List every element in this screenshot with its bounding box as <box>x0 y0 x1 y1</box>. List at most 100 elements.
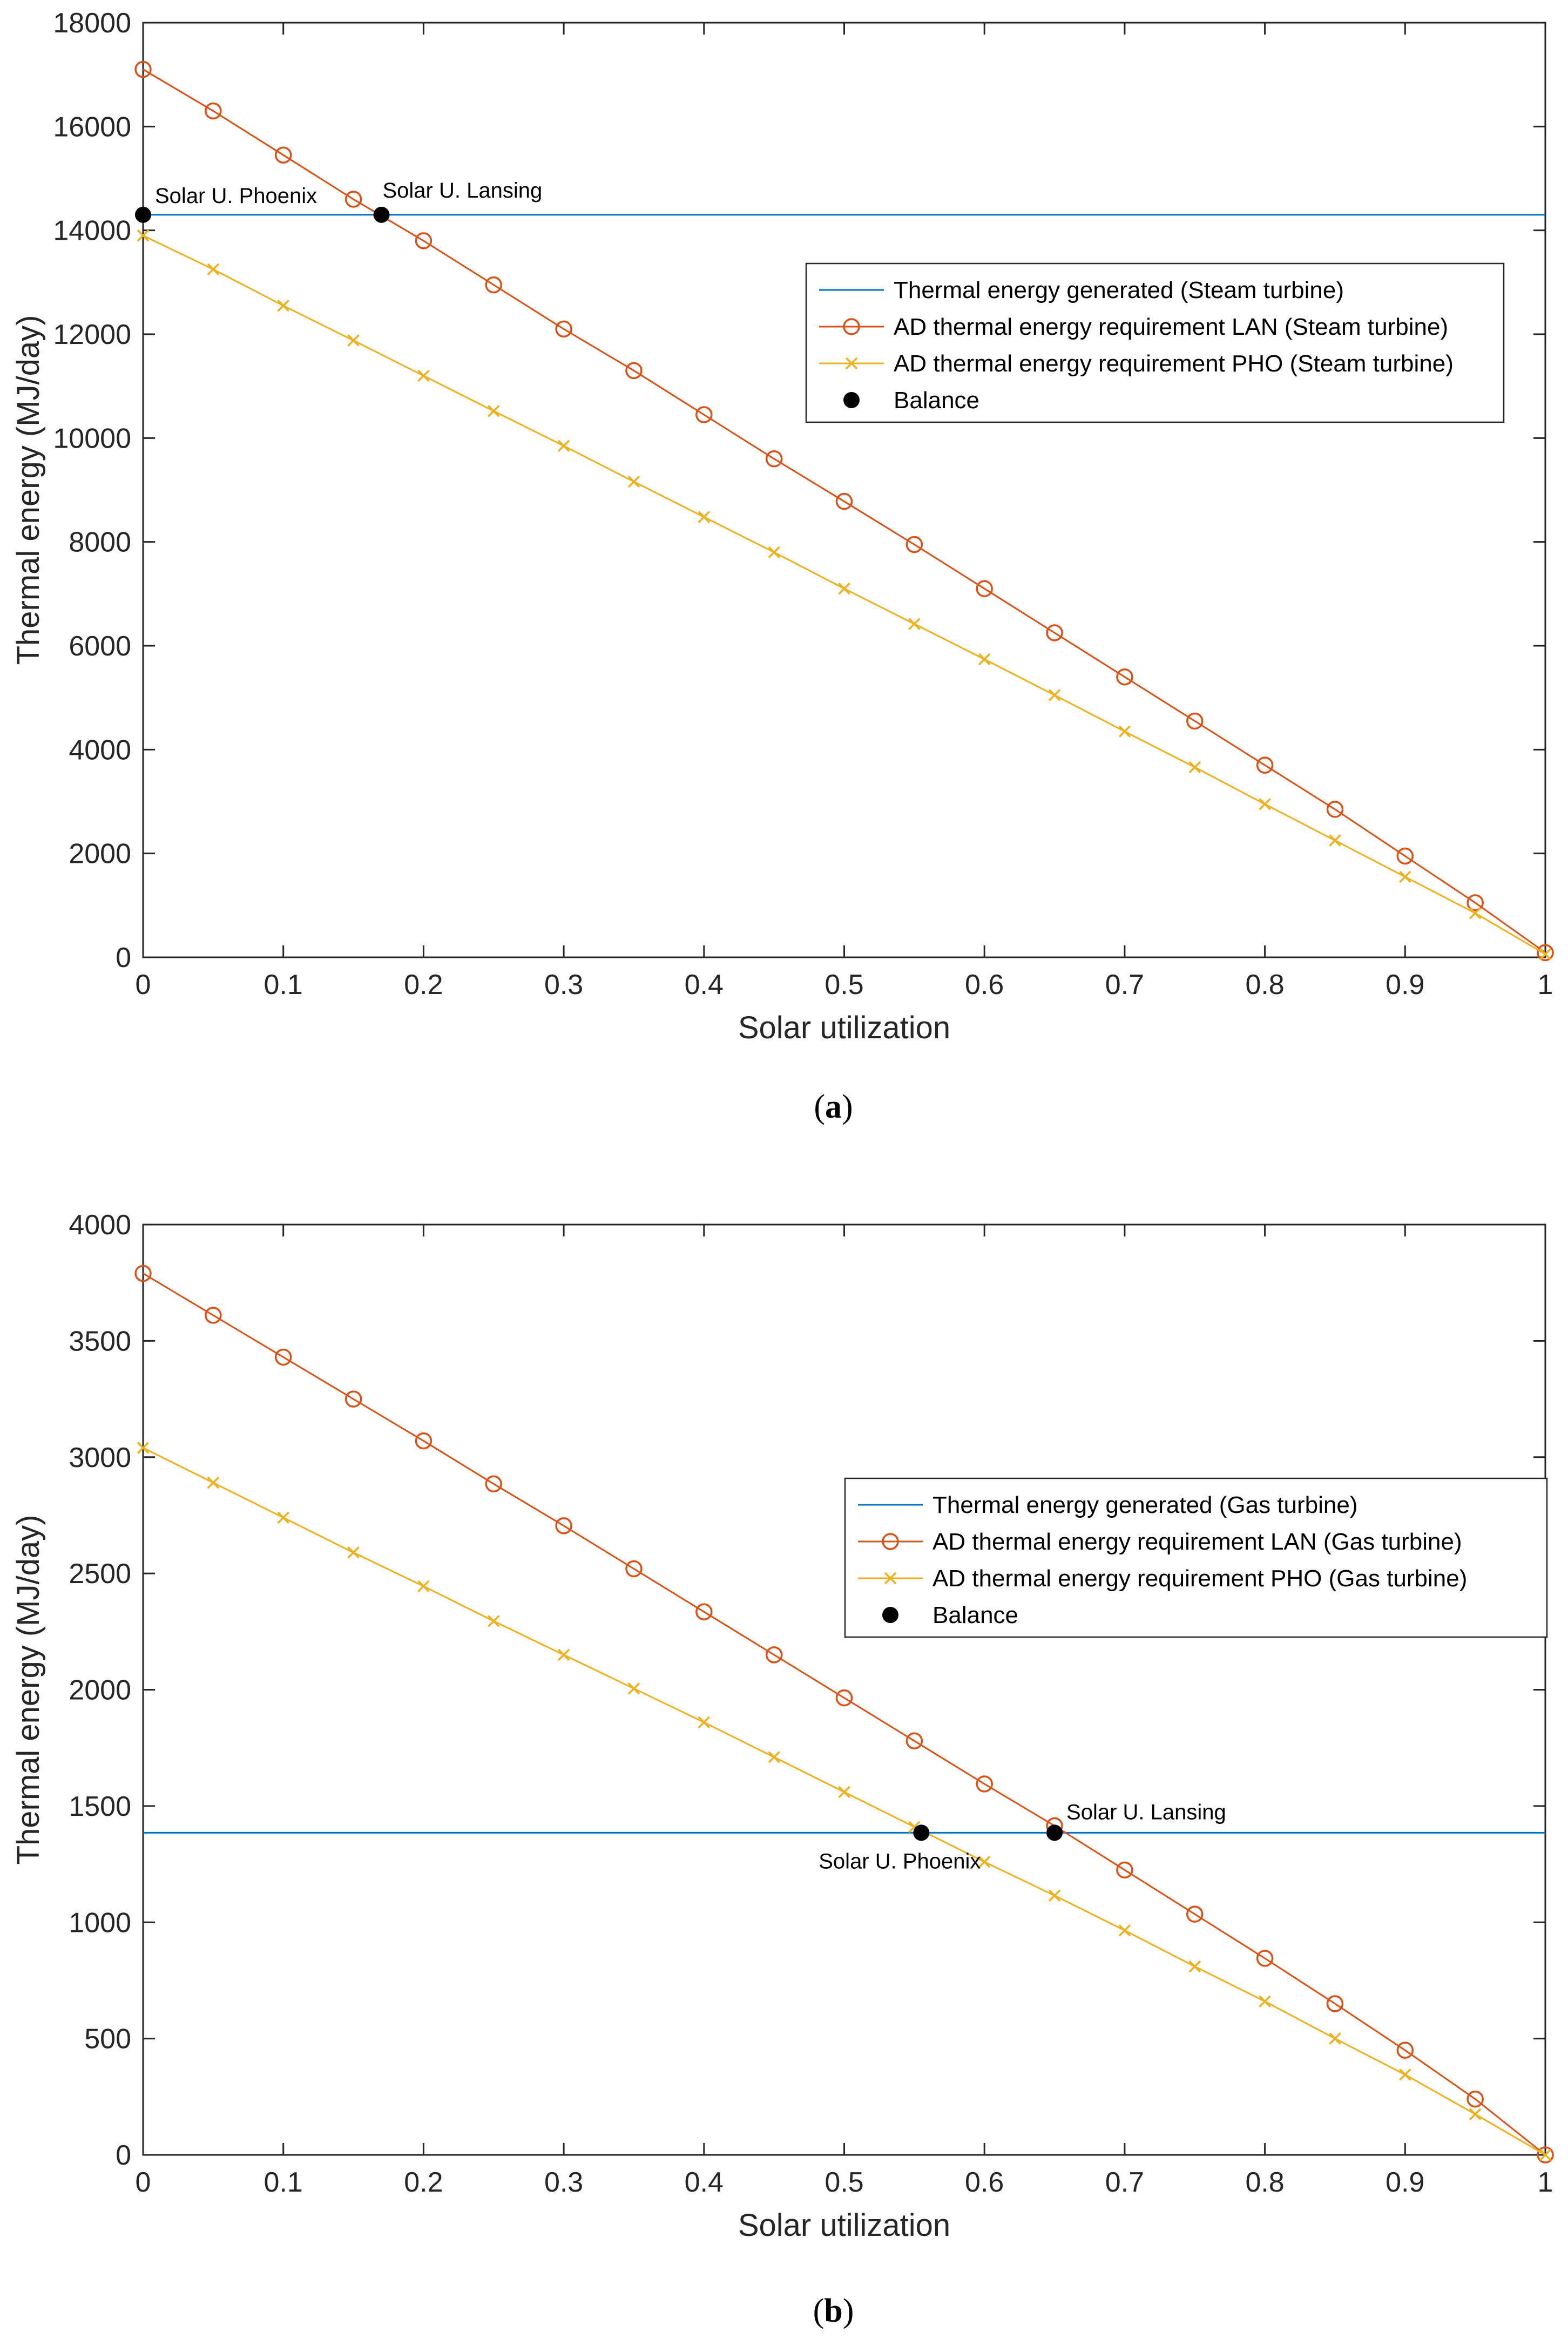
data-point <box>373 206 390 223</box>
legend-entry-label: AD thermal energy requirement PHO (Gas t… <box>932 1565 1467 1592</box>
data-point <box>1396 847 1414 865</box>
data-point <box>1469 907 1482 920</box>
x-tick-label: 0.3 <box>544 2167 583 2198</box>
data-point <box>485 276 502 294</box>
data-point <box>698 511 711 523</box>
data-point <box>1116 1861 1133 1879</box>
legend-sample-marker <box>884 1572 897 1585</box>
legend-box <box>844 1477 1548 1638</box>
data-point <box>835 1689 853 1707</box>
y-tick-label: 10000 <box>53 423 131 454</box>
data-point <box>1259 798 1271 810</box>
data-point <box>205 1307 222 1324</box>
data-point <box>1118 1924 1131 1937</box>
y-axis-label: Thermal energy (MJ/day) <box>11 315 46 665</box>
data-point <box>1046 1824 1063 1841</box>
legend: Thermal energy generated (Steam turbine)… <box>805 262 1505 423</box>
x-tick-label: 1 <box>1538 2167 1553 2198</box>
data-point <box>135 206 151 223</box>
data-point <box>1466 2090 1484 2108</box>
data-point <box>835 492 853 510</box>
y-tick-label: 500 <box>84 2024 131 2055</box>
figure-caption: (a) <box>814 1089 853 1125</box>
x-tick-label: 0.6 <box>965 2167 1004 2198</box>
annotation-label: Solar U. Phoenix <box>819 1849 981 1873</box>
data-point <box>347 334 360 347</box>
data-point <box>768 1751 780 1763</box>
data-point <box>905 536 923 553</box>
y-tick-label: 16000 <box>53 111 131 143</box>
chart-a: 0 0.1 0.2 0.3 0.4 0.5 0.6 0.7 0.8 0.9 1 0 2000 4000 60… <box>11 8 1554 1125</box>
data-point <box>485 1475 502 1493</box>
legend-box <box>805 262 1505 423</box>
legend: Thermal energy generated (Gas turbine) AD… <box>844 1477 1548 1638</box>
data-point <box>205 102 222 120</box>
data-point <box>905 1732 923 1750</box>
annotation-label: Solar U. Lansing <box>1066 1800 1226 1824</box>
y-tick-label: 0 <box>116 942 131 974</box>
data-point <box>1329 834 1341 847</box>
x-tick-label: 0.3 <box>544 969 583 1001</box>
data-point <box>838 582 850 595</box>
data-point <box>625 362 643 380</box>
data-point <box>557 1648 570 1661</box>
data-point <box>1399 2068 1411 2081</box>
data-point <box>277 1511 289 1524</box>
x-axis-label: Solar utilization <box>738 2208 950 2243</box>
x-tick-label: 0.2 <box>404 2167 443 2198</box>
data-point <box>488 405 500 417</box>
data-point <box>1048 1889 1061 1902</box>
data-point <box>1256 756 1274 774</box>
data-point <box>417 369 430 382</box>
legend-sample-marker <box>843 392 860 408</box>
data-point <box>277 299 289 312</box>
series-2 <box>137 1442 1552 2161</box>
legend-sample-marker <box>843 318 860 335</box>
y-tick-label: 1500 <box>69 1791 131 1822</box>
legend-sample-marker <box>882 1533 899 1550</box>
data-point <box>344 191 362 208</box>
data-point <box>838 1786 850 1799</box>
data-point <box>978 653 991 666</box>
data-point <box>1539 948 1552 961</box>
legend-entry-label: AD thermal energy requirement PHO (Steam… <box>894 350 1454 377</box>
y-tick-label: 4000 <box>69 734 131 766</box>
x-tick-label: 0.7 <box>1105 969 1144 1001</box>
data-point <box>1539 2148 1552 2161</box>
data-point <box>1326 1995 1344 2012</box>
x-tick-label: 0.7 <box>1105 2167 1144 2198</box>
y-tick-label: 1000 <box>69 1907 131 1938</box>
x-tick-label: 0.5 <box>824 2167 863 2198</box>
plot-area <box>142 22 1546 958</box>
data-point <box>1186 1905 1204 1923</box>
data-point <box>207 263 220 276</box>
data-point <box>137 229 150 242</box>
data-point <box>347 1546 360 1559</box>
figure-caption: (b) <box>813 2293 854 2329</box>
y-tick-label: 2000 <box>69 839 131 870</box>
y-tick-label: 18000 <box>53 8 131 39</box>
data-point <box>415 232 432 249</box>
data-point <box>274 1348 292 1366</box>
data-point <box>1188 761 1201 774</box>
data-point <box>978 1856 991 1868</box>
legend-entry-label: Thermal energy generated (Steam turbine) <box>894 277 1344 303</box>
legend-sample-marker <box>845 357 858 370</box>
data-point <box>1256 1950 1274 1967</box>
data-point <box>555 1517 572 1534</box>
x-tick-label: 0.2 <box>404 969 443 1001</box>
series-line <box>143 1273 1546 2156</box>
y-tick-label: 14000 <box>53 215 131 247</box>
data-point <box>976 1775 993 1793</box>
data-point <box>1537 944 1554 962</box>
series-1 <box>134 1265 1554 2164</box>
data-point <box>627 1682 640 1695</box>
data-point <box>1466 894 1484 911</box>
legend-entry-label: Balance <box>932 1602 1018 1628</box>
data-point <box>207 1476 220 1489</box>
x-tick-label: 0.9 <box>1385 969 1424 1001</box>
y-tick-label: 2500 <box>69 1558 131 1590</box>
data-point <box>695 406 713 423</box>
y-tick-label: 8000 <box>69 527 131 558</box>
